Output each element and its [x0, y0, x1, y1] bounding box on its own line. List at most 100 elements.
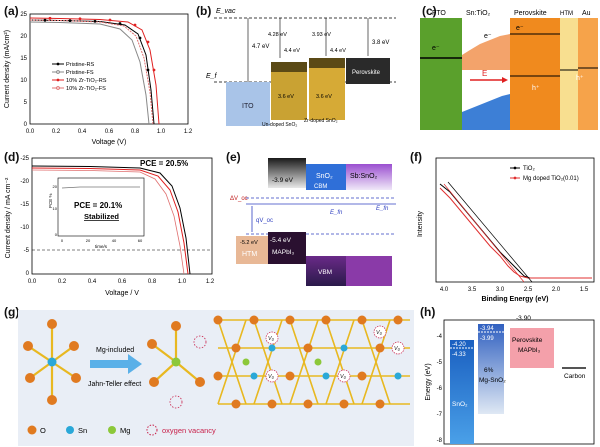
- c-perovskite-label: Perovskite: [514, 10, 547, 17]
- g-lattice-oxygen: [213, 315, 403, 409]
- d-inset-curve: [61, 186, 140, 189]
- panel-d-frame: [31, 157, 213, 275]
- d-inset-xtick-3: 60: [138, 238, 143, 243]
- panel-label-f: (f): [410, 150, 422, 164]
- f-legend-tio2: TiO₂: [523, 166, 535, 172]
- c-au-layer: [578, 18, 598, 130]
- e-sbsno2-cb: [346, 164, 392, 190]
- a-xtick-5: 1.0: [157, 129, 166, 135]
- f-xtick-3: 2.5: [524, 287, 533, 293]
- d-ytick-4: -5: [24, 248, 30, 254]
- a-ytick-10: 10: [20, 78, 27, 84]
- e-sno2-label: SnO₂: [316, 173, 333, 180]
- d-xtick-6: 1.2: [206, 279, 215, 285]
- a-ytick-20: 20: [20, 34, 27, 40]
- panel-e-band-alignment: -3.9 eV SnO₂ CBM Sb:SnO₂ ΔV_oc E_fn E_fn…: [230, 158, 396, 286]
- d-xtick-5: 1.0: [178, 279, 187, 285]
- c-field-label: E: [482, 69, 487, 78]
- d-pce-label: PCE = 20.5%: [140, 159, 188, 168]
- g-jahn-teller: Jahn-Teller effect: [88, 381, 141, 388]
- g-sn-center: [47, 357, 57, 367]
- h-perovskite-bar: [510, 328, 554, 368]
- panel-label-c: (c): [422, 4, 437, 18]
- e-htm-block: [236, 236, 268, 264]
- e-sbsno2-vb: [346, 256, 392, 286]
- d-ytick-3: -10: [20, 225, 29, 231]
- panel-label-e: (e): [226, 150, 241, 164]
- a-curve-zr-fs: [29, 19, 154, 125]
- panel-a-jv-chart: 25 20 15 10 5 0 0.0 0.2 0.4 0.6 0.8 1.0 …: [4, 12, 193, 146]
- g-legend-o: O: [40, 426, 46, 435]
- g-vo-5: V₀: [394, 346, 401, 352]
- d-xtick-4: 0.8: [148, 279, 157, 285]
- a-ytick-15: 15: [20, 56, 27, 62]
- c-fto-label: FTO: [432, 10, 446, 17]
- e-htm-label: HTM: [242, 251, 257, 258]
- e-efn2-label: E_fn: [376, 206, 389, 212]
- d-ytick-1: -20: [20, 179, 29, 185]
- c-electron-3: e⁻: [516, 25, 524, 32]
- b-zrdoped-eg: 3.6 eV: [316, 94, 332, 100]
- panel-label-d: (d): [4, 150, 20, 164]
- g-vo-3: V₀: [268, 374, 275, 380]
- d-xtick-3: 0.6: [118, 279, 127, 285]
- d-ytick-2: -15: [20, 202, 29, 208]
- b-zrdoped-cb: [309, 58, 345, 68]
- c-vb-steps: [462, 94, 510, 130]
- a-curve-zr-rs: [29, 17, 160, 125]
- g-arrow: [90, 354, 142, 374]
- panel-f-xps-chart: Intensity 4.0 3.5 3.0 2.5 2.0 1.5 Bindin…: [417, 157, 595, 303]
- panel-b-energy-diagram: E_vac E_f ITO 4.7 eV 4.28 eV 4.4 eV 3.6 …: [206, 8, 396, 128]
- h-mgsno2-pct: 6%: [484, 367, 494, 374]
- b-perovskite-label: Perovskite: [352, 70, 381, 76]
- a-ytick-0: 0: [24, 122, 28, 128]
- e-sbsno2-label: Sb:SnO₂: [350, 173, 378, 180]
- a-ytick-25: 25: [20, 12, 27, 18]
- e-vbm-label: VBM: [318, 269, 332, 276]
- d-xlabel: Voltage / V: [105, 290, 139, 297]
- e-efn-label: E_fn: [330, 210, 343, 216]
- f-xtick-5: 1.5: [580, 287, 589, 293]
- d-inset-stabilized: Stabilized: [84, 212, 119, 221]
- a-xtick-3: 0.6: [105, 129, 114, 135]
- d-ytick-0: -25: [20, 156, 29, 162]
- f-xtick-0: 4.0: [440, 287, 449, 293]
- a-legend-zr-fs: 10% Zr-TiO₂-FS: [66, 86, 106, 92]
- f-xtick-1: 3.5: [468, 287, 477, 293]
- b-zrdoped-wf: 4.4 eV: [330, 48, 346, 54]
- d-xtick-2: 0.4: [88, 279, 97, 285]
- a-legend-pristine-fs: Pristine-FS: [66, 70, 94, 76]
- h-ytick-2: -6: [437, 386, 443, 392]
- d-inset-pce: PCE = 20.1%: [74, 201, 122, 210]
- a-xlabel: Voltage (V): [92, 139, 127, 146]
- b-perovskite-ea: 3.8 eV: [372, 40, 389, 46]
- f-xlabel: Binding Energy (eV): [482, 296, 549, 303]
- c-electron-1: e⁻: [432, 45, 440, 52]
- panel-label-g: (g): [4, 305, 20, 319]
- d-inset-xtick-0: 0: [61, 238, 64, 243]
- d-inset-xlabel: time/s: [95, 244, 108, 249]
- d-inset-ytick-2: 0: [55, 232, 58, 237]
- b-ef-label: E_f: [206, 73, 218, 80]
- panel-f-frame: [435, 157, 595, 283]
- a-xtick-2: 0.4: [78, 129, 87, 135]
- h-mgsno2-label: Mg-SnO₂: [479, 377, 506, 384]
- panel-g-crystal-schematic: Mg-included Jahn-Teller effect V₀: [18, 310, 414, 446]
- c-fto-layer: [420, 18, 462, 130]
- g-lattice-mg: [242, 358, 322, 366]
- g-mg-center: [171, 357, 181, 367]
- a-xtick-0: 0.0: [26, 129, 35, 135]
- g-vo-2: V₀: [376, 330, 383, 336]
- a-legend-zr-rs: 10% Zr-TiO₂-RS: [66, 78, 107, 84]
- f-tangent-2: [443, 183, 525, 283]
- g-lattice-sn: [250, 344, 402, 380]
- b-undoped-cb: [271, 62, 307, 72]
- d-inset-xtick-1: 20: [86, 238, 91, 243]
- h-perovskite-v: -3.90: [516, 315, 531, 322]
- c-sntio-label: Sn:TiO₂: [466, 10, 491, 17]
- b-ito-wf: 4.7 eV: [252, 44, 269, 50]
- a-legend-pristine-rs: Pristine-RS: [66, 62, 95, 68]
- g-vo-4: V₀: [340, 374, 347, 380]
- panel-h-energy-levels: Energy (eV) -4 -5 -6 -7 -8 -4.20 -4.33 S…: [425, 315, 595, 445]
- d-curve-red: [31, 167, 189, 275]
